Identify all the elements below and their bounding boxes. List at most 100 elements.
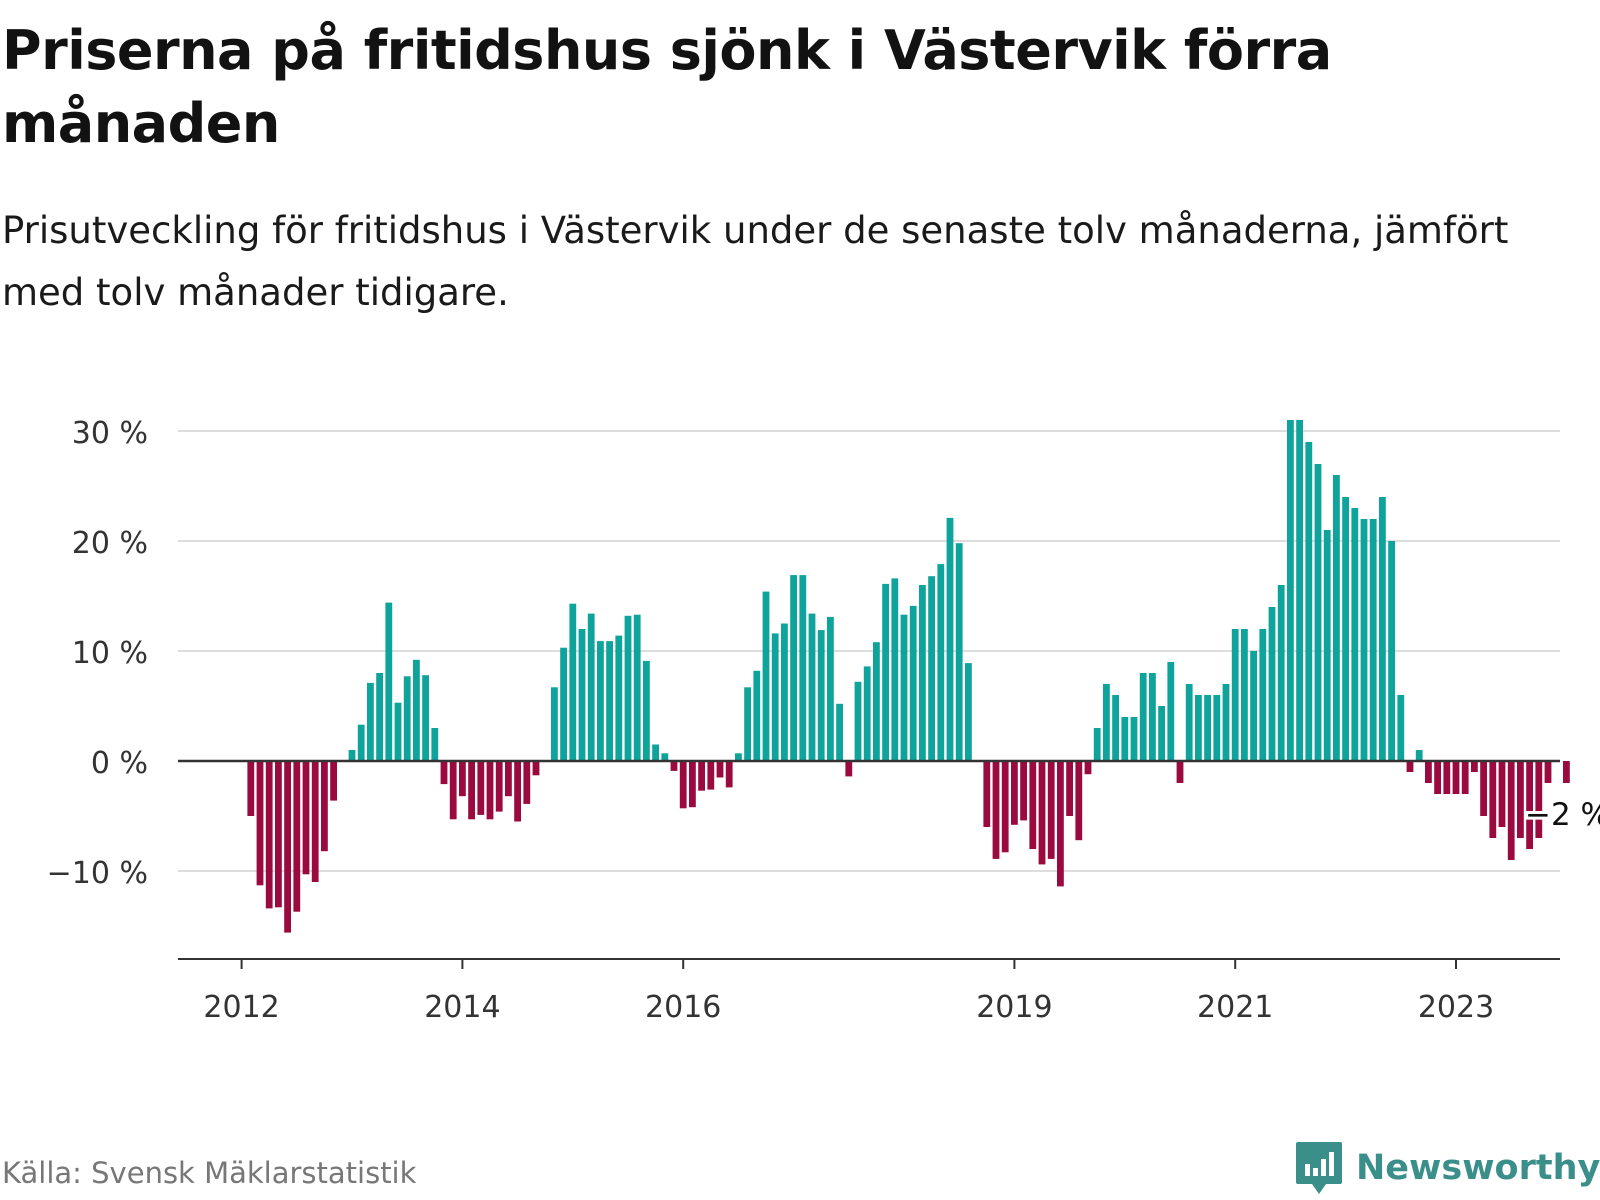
bar-negative bbox=[1057, 761, 1064, 887]
bar-positive bbox=[937, 564, 945, 761]
bar-positive bbox=[348, 750, 356, 761]
bar-positive bbox=[1149, 673, 1156, 761]
annotations: −2 % bbox=[1522, 794, 1600, 836]
bar-positive bbox=[1305, 442, 1313, 761]
source-note: Källa: Svensk Mäklarstatistik bbox=[2, 1156, 417, 1190]
bar-chart: −10 % 0 % 10 % 20 % 30 % 2012 2014 2016 2019 202… bbox=[47, 416, 1600, 1025]
bar-negative bbox=[1029, 761, 1037, 849]
bar-negative bbox=[505, 761, 512, 797]
bar-positive bbox=[1379, 497, 1386, 761]
bar-negative bbox=[1498, 761, 1506, 827]
bar-positive bbox=[597, 641, 604, 761]
bar-negative bbox=[256, 761, 264, 886]
bar-positive bbox=[817, 630, 825, 761]
bar-positive bbox=[633, 614, 641, 761]
bar-positive bbox=[882, 583, 889, 761]
bar-negative bbox=[1480, 761, 1487, 816]
bar-negative bbox=[707, 761, 715, 790]
x-tick-label: 2014 bbox=[424, 990, 500, 1025]
bar-positive bbox=[1333, 475, 1340, 761]
bar-positive bbox=[652, 744, 659, 761]
bar-positive bbox=[955, 543, 963, 761]
bar-positive bbox=[578, 629, 586, 761]
axes bbox=[178, 759, 1560, 969]
y-axis-labels: −10 % 0 % 10 % 20 % 30 % bbox=[47, 416, 148, 891]
bar-positive bbox=[385, 602, 393, 761]
bar-positive bbox=[376, 673, 383, 761]
bar-negative bbox=[514, 761, 521, 822]
bar-positive bbox=[1112, 695, 1119, 761]
bar-negative bbox=[679, 761, 687, 809]
bar-positive bbox=[854, 681, 862, 761]
bar-negative bbox=[1425, 761, 1432, 783]
bar-negative bbox=[293, 761, 301, 912]
bar-positive bbox=[1360, 519, 1368, 761]
bar-positive bbox=[1121, 717, 1129, 761]
bar-negative bbox=[845, 761, 853, 777]
bar-positive bbox=[1204, 695, 1211, 761]
bar-negative bbox=[523, 761, 531, 804]
bar-positive bbox=[1296, 420, 1303, 761]
bar-negative bbox=[495, 761, 503, 812]
bar-positive bbox=[1103, 684, 1110, 761]
bar-positive bbox=[836, 703, 843, 761]
bar-positive bbox=[1195, 695, 1202, 761]
bar-negative bbox=[1066, 761, 1073, 816]
bar-positive bbox=[1397, 695, 1405, 761]
bar-negative bbox=[449, 761, 457, 820]
bar-positive bbox=[873, 642, 880, 761]
bar-negative bbox=[1526, 761, 1533, 849]
bar-positive bbox=[1093, 728, 1101, 761]
bar-positive bbox=[891, 578, 899, 761]
bar-positive bbox=[587, 613, 595, 761]
bar-negative bbox=[1489, 761, 1497, 838]
bar-negative bbox=[725, 761, 733, 788]
bar-negative bbox=[1461, 761, 1469, 794]
bar-positive bbox=[1185, 684, 1193, 761]
bar-positive bbox=[909, 605, 917, 761]
bar-negative bbox=[689, 761, 696, 808]
chart-title: Priserna på fritidshus sjönk i Västervik… bbox=[2, 19, 1332, 155]
bar-negative bbox=[1471, 761, 1478, 772]
bar-negative bbox=[1020, 761, 1027, 821]
bar-positive bbox=[615, 635, 623, 761]
y-tick-label: 10 % bbox=[72, 636, 148, 671]
bar-negative bbox=[670, 761, 678, 771]
bar-positive bbox=[965, 663, 972, 761]
bar-positive bbox=[624, 615, 632, 761]
bar-negative bbox=[1075, 761, 1083, 841]
bar-negative bbox=[1406, 761, 1414, 772]
bar-positive bbox=[744, 687, 751, 761]
bar-negative bbox=[440, 761, 448, 785]
bar-positive bbox=[799, 575, 807, 761]
bar-negative bbox=[265, 761, 273, 909]
bar-chart-speech-bubble-icon bbox=[1296, 1142, 1342, 1194]
bar-positive bbox=[781, 623, 788, 761]
bar-negative bbox=[1038, 761, 1046, 865]
bar-positive bbox=[1369, 519, 1377, 761]
bar-positive bbox=[1250, 651, 1257, 761]
bar-negative bbox=[311, 761, 319, 882]
bar-negative bbox=[1563, 761, 1570, 783]
bar-positive bbox=[1139, 673, 1147, 761]
x-tick-label: 2012 bbox=[203, 990, 279, 1025]
bar-positive bbox=[422, 675, 429, 761]
last-value-label: −2 % bbox=[1525, 797, 1600, 833]
y-tick-label: −10 % bbox=[47, 856, 148, 891]
x-tick-label: 2016 bbox=[645, 990, 721, 1025]
brand-logo: Newsworthy bbox=[1294, 1140, 1600, 1196]
bar-positive bbox=[735, 753, 742, 761]
bar-negative bbox=[698, 761, 705, 791]
bar-positive bbox=[928, 576, 935, 761]
bar-negative bbox=[1001, 761, 1009, 853]
bar-positive bbox=[551, 687, 558, 761]
bar-positive bbox=[661, 753, 669, 761]
bar-positive bbox=[403, 676, 411, 761]
y-tick-label: 30 % bbox=[72, 416, 148, 451]
bar-positive bbox=[1323, 530, 1331, 761]
brand-name: Newsworthy bbox=[1356, 1148, 1600, 1188]
bar-positive bbox=[762, 591, 770, 761]
bar-positive bbox=[1231, 629, 1239, 761]
bar-positive bbox=[827, 616, 834, 761]
bar-negative bbox=[275, 761, 282, 908]
